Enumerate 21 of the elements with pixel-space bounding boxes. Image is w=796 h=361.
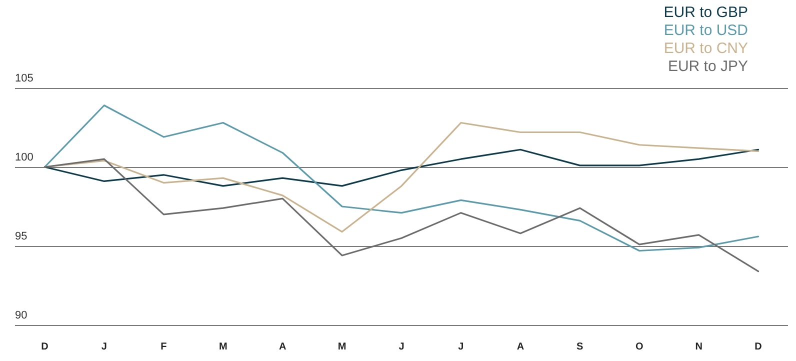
y-tick-label: 105 <box>15 72 34 84</box>
text: EUR to USD <box>664 22 748 39</box>
x-tick-label: S <box>576 342 584 352</box>
text: EUR to GBP <box>664 4 748 21</box>
x-tick-label: O <box>635 342 644 352</box>
text: EUR to JPY <box>668 58 748 75</box>
y-tick-label: 90 <box>15 310 28 322</box>
x-tick-label: D <box>754 342 762 352</box>
x-tick-label: A <box>516 342 524 352</box>
x-tick-label: M <box>218 342 228 352</box>
x-tick-label: J <box>398 342 404 352</box>
x-tick-label: J <box>101 342 107 352</box>
x-tick-label: N <box>695 342 702 352</box>
text: EUR to CNY <box>664 40 748 57</box>
y-tick-label: 100 <box>15 152 34 164</box>
x-tick-label: A <box>278 342 286 352</box>
y-tick-label: 95 <box>15 230 28 242</box>
x-tick-label: J <box>458 342 464 352</box>
x-tick-label: F <box>160 342 167 352</box>
x-tick-label: M <box>338 342 346 352</box>
x-tick-label: D <box>41 342 48 352</box>
